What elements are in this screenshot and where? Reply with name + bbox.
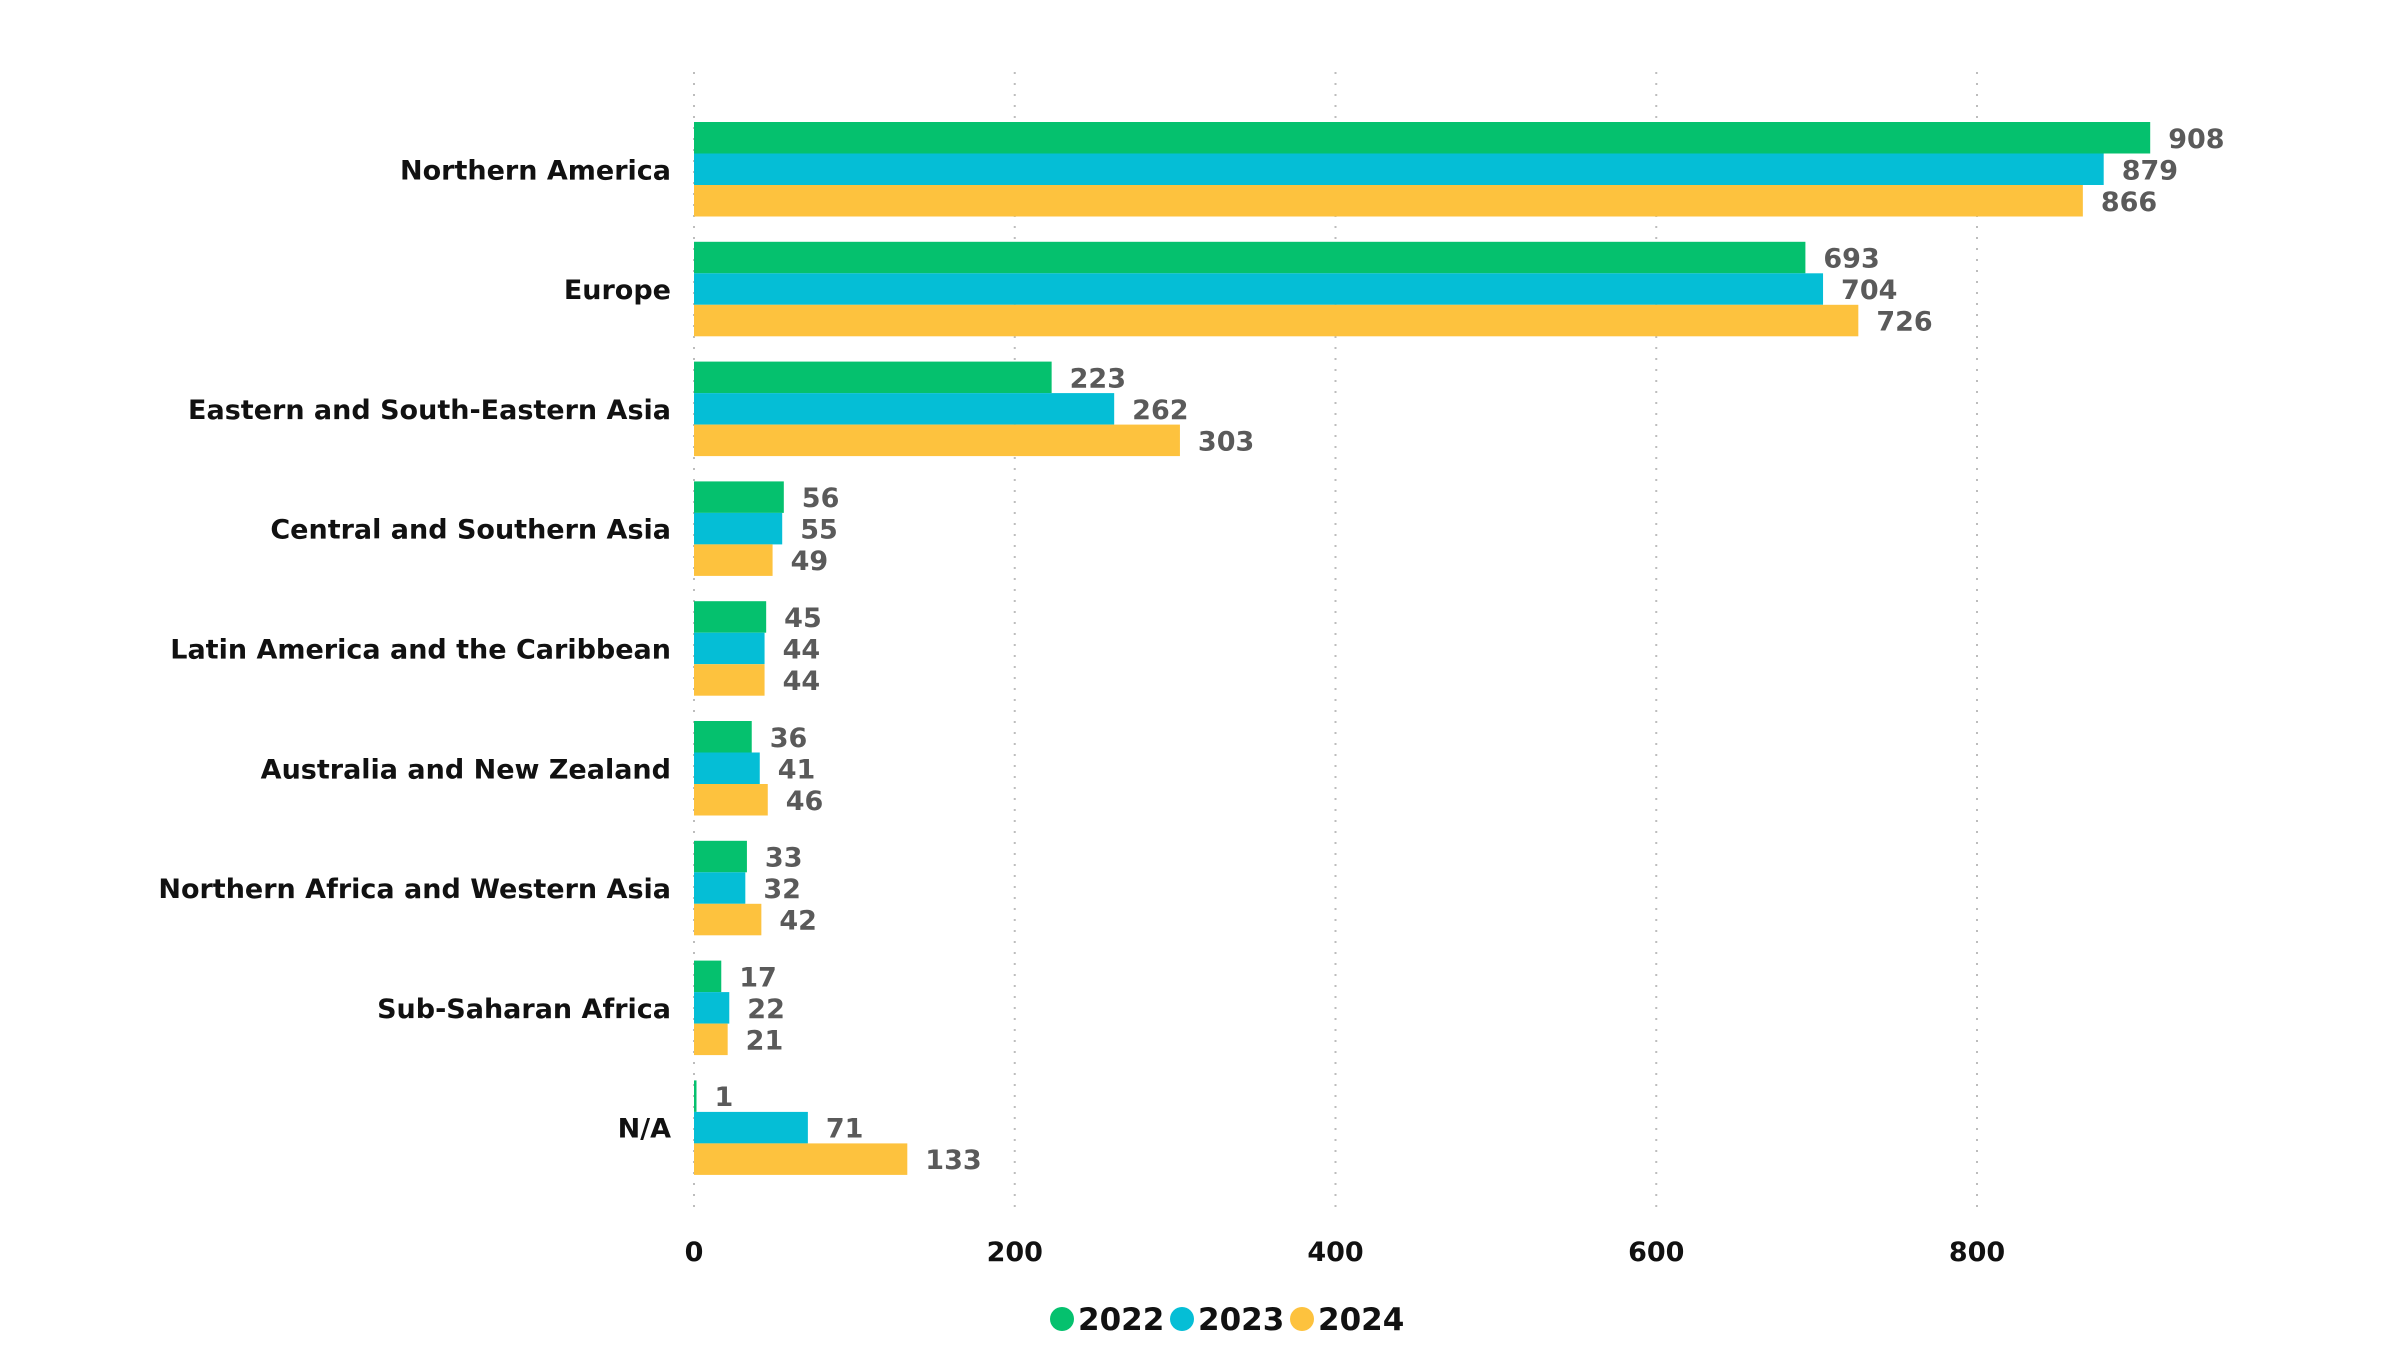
- legend: 2022 2023 2024: [1050, 1302, 1404, 1338]
- bar-2024-3: [694, 544, 773, 576]
- bar-2023-2: [694, 393, 1115, 425]
- x-tick-label-0: 0: [685, 1237, 704, 1268]
- data-label-2023-2: 262: [1132, 395, 1188, 426]
- bar-2024-1: [694, 304, 1859, 337]
- bar-2023-4: [694, 632, 765, 665]
- legend-label-2024: 2024: [1318, 1302, 1404, 1338]
- category-labels: Northern America Europe Eastern and South-…: [158, 155, 671, 1144]
- bar-2023-5: [694, 752, 760, 784]
- x-tick-label-200: 200: [987, 1237, 1043, 1268]
- bar-2023-8: [694, 1111, 808, 1144]
- bar-2022-4: [694, 601, 767, 633]
- data-label-2024-8: 133: [925, 1145, 981, 1176]
- bar-2023-1: [694, 273, 1824, 305]
- data-label-2023-7: 22: [747, 994, 785, 1025]
- bar-2022-3: [694, 481, 784, 513]
- data-label-2023-6: 32: [763, 874, 801, 905]
- bar-2023-3: [694, 512, 783, 545]
- category-label-5: Australia and New Zealand: [261, 754, 671, 785]
- data-label-2022-1: 693: [1823, 244, 1879, 275]
- category-label-8: N/A: [618, 1114, 671, 1145]
- data-label-2023-3: 55: [800, 515, 838, 546]
- data-label-2023-4: 44: [783, 634, 821, 665]
- data-label-2022-2: 223: [1070, 363, 1126, 394]
- bar-2024-8: [694, 1143, 908, 1175]
- category-label-3: Central and Southern Asia: [270, 515, 671, 546]
- bar-2022-8: [694, 1080, 697, 1112]
- data-label-2024-5: 46: [786, 786, 824, 817]
- data-labels: 9088798666937047262232623035655494544443…: [715, 124, 2225, 1176]
- bar-2023-6: [694, 872, 746, 904]
- category-label-7: Sub-Saharan Africa: [377, 994, 671, 1025]
- category-label-2: Eastern and South-Eastern Asia: [188, 395, 671, 426]
- data-label-2023-1: 704: [1841, 275, 1897, 306]
- x-axis-ticks: 0 200 400 600 800: [685, 1237, 2006, 1268]
- data-label-2023-5: 41: [778, 754, 816, 785]
- bar-2024-5: [694, 784, 768, 816]
- bar-2022-0: [694, 122, 2151, 154]
- bar-2024-4: [694, 664, 765, 696]
- category-label-6: Northern Africa and Western Asia: [158, 874, 671, 905]
- data-label-2022-4: 45: [784, 603, 822, 634]
- data-label-2022-0: 908: [2168, 124, 2224, 155]
- bar-2022-1: [694, 241, 1806, 274]
- bar-2024-7: [694, 1023, 728, 1056]
- bar-2022-6: [694, 840, 747, 873]
- data-label-2022-5: 36: [770, 723, 808, 754]
- legend-marker-2023: [1170, 1307, 1194, 1331]
- category-label-0: Northern America: [400, 155, 671, 186]
- data-label-2023-8: 71: [826, 1114, 864, 1145]
- bar-2023-7: [694, 992, 730, 1024]
- data-label-2022-7: 17: [739, 962, 777, 993]
- legend-label-2022: 2022: [1078, 1302, 1164, 1338]
- bar-2024-0: [694, 185, 2083, 217]
- data-label-2022-8: 1: [715, 1082, 734, 1113]
- data-label-2024-3: 49: [791, 546, 829, 577]
- category-label-4: Latin America and the Caribbean: [170, 634, 671, 665]
- legend-label-2023: 2023: [1198, 1302, 1284, 1338]
- bars: [694, 122, 2151, 1175]
- category-label-1: Europe: [564, 275, 671, 306]
- data-label-2024-6: 42: [779, 906, 817, 937]
- x-tick-label-800: 800: [1949, 1237, 2005, 1268]
- bar-2024-6: [694, 903, 762, 936]
- legend-marker-2024: [1290, 1307, 1314, 1331]
- bar-2022-5: [694, 721, 752, 753]
- x-tick-label-600: 600: [1628, 1237, 1684, 1268]
- data-label-2024-4: 44: [783, 666, 821, 697]
- data-label-2024-2: 303: [1198, 426, 1254, 457]
- data-label-2024-1: 726: [1876, 307, 1932, 338]
- bar-2024-2: [694, 424, 1180, 457]
- data-label-2023-0: 879: [2122, 155, 2178, 186]
- data-label-2024-0: 866: [2101, 187, 2157, 218]
- data-label-2022-3: 56: [802, 483, 840, 514]
- bar-2022-2: [694, 361, 1052, 394]
- data-label-2022-6: 33: [765, 843, 803, 874]
- bar-2022-7: [694, 960, 722, 993]
- bar-2023-0: [694, 153, 2104, 185]
- legend-marker-2022: [1050, 1307, 1074, 1331]
- x-tick-label-400: 400: [1307, 1237, 1363, 1268]
- data-label-2024-7: 21: [746, 1025, 784, 1056]
